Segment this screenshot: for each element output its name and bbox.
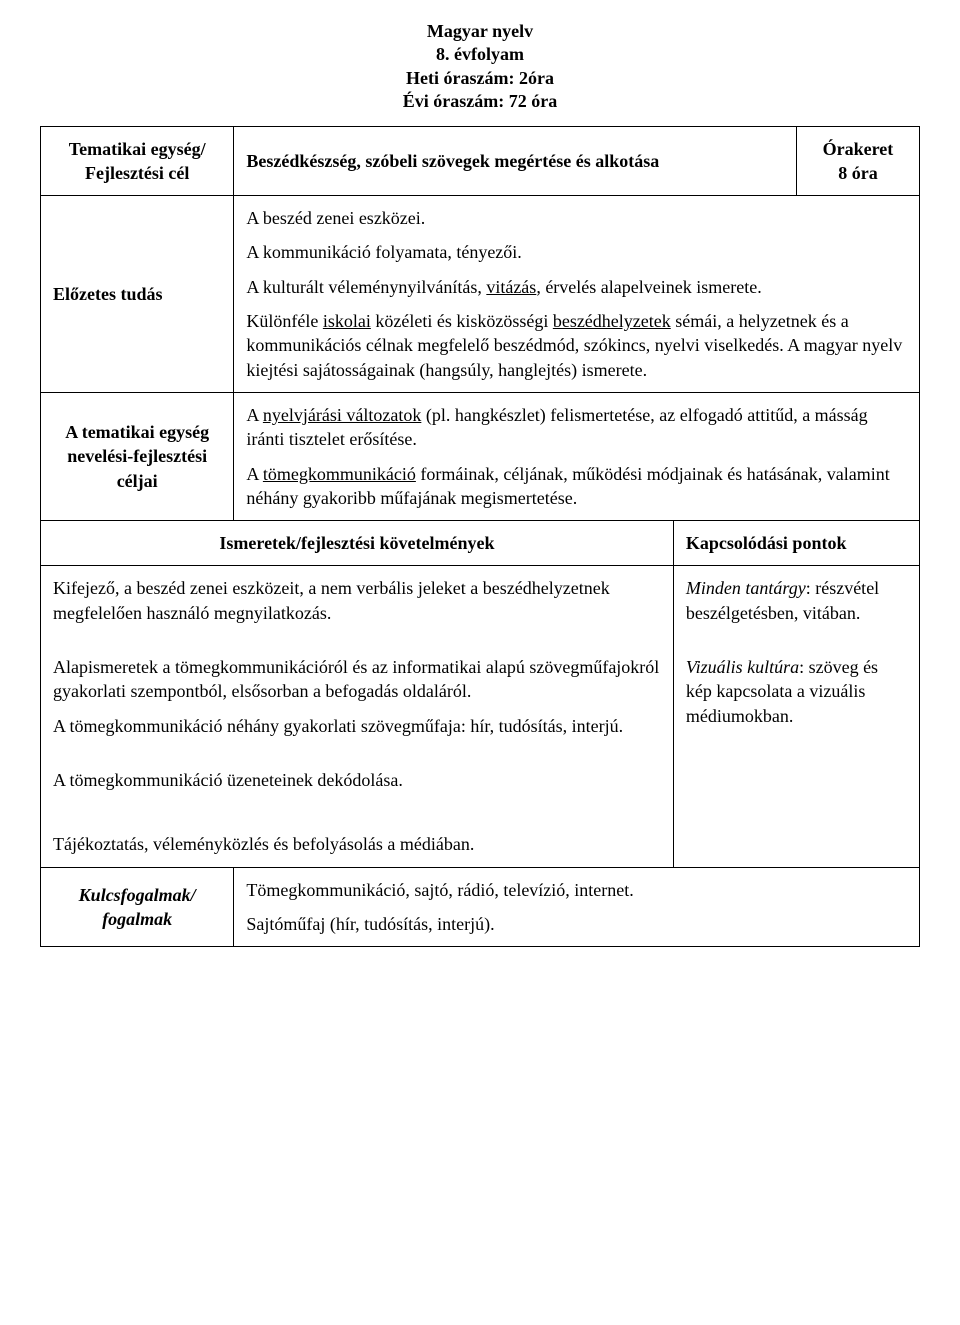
goals-p2a: A	[246, 464, 263, 484]
kapcs-p2: Vizuális kultúra: szöveg és kép kapcsola…	[686, 655, 907, 728]
thematic-unit-title: Beszédkészség, szóbeli szövegek megértés…	[234, 126, 797, 196]
keyconcepts-p1: Tömegkommunikáció, sajtó, rádió, televíz…	[246, 878, 907, 902]
prior-p3a: A kulturált véleménynyilvánítás,	[246, 277, 486, 297]
goals-label-1: A tematikai egység	[53, 420, 221, 444]
inform-text: Tájékoztatás, véleményközlés és befolyás…	[41, 822, 674, 867]
prior-p3: A kulturált véleménynyilvánítás, vitázás…	[246, 275, 907, 299]
goals-label-3: céljai	[53, 469, 221, 493]
ora-value: 8 óra	[809, 161, 907, 185]
knowledge-left: Kifejező, a beszéd zenei eszközeit, a ne…	[41, 566, 674, 748]
goals-label-2: nevelési-fejlesztési	[53, 444, 221, 468]
prior-knowledge-label: Előzetes tudás	[41, 196, 234, 393]
prior-p4: Különféle iskolai közéleti és kisközössé…	[246, 309, 907, 382]
prior-p4a: Különféle	[246, 311, 322, 331]
knowledge-p2: Alapismeretek a tömegkommunikációról és …	[53, 655, 661, 704]
keyconcepts-content: Tömegkommunikáció, sajtó, rádió, televíz…	[234, 867, 920, 947]
prior-p4u1: iskolai	[323, 311, 371, 331]
prior-p4u2: beszédhelyzetek	[553, 311, 671, 331]
goals-p2: A tömegkommunikáció formáinak, céljának,…	[246, 462, 907, 511]
goals-p2u: tömegkommunikáció	[263, 464, 416, 484]
goals-label-cell: A tematikai egység nevelési-fejlesztési …	[41, 392, 234, 520]
ora-label: Órakeret	[809, 137, 907, 161]
row-goals: A tematikai egység nevelési-fejlesztési …	[41, 392, 920, 520]
keyconcepts-label-1: Kulcsfogalmak/	[53, 883, 221, 907]
row-prior-knowledge: Előzetes tudás A beszéd zenei eszközei. …	[41, 196, 920, 393]
header-line-2: 8. évfolyam	[40, 43, 920, 66]
goals-content: A nyelvjárási változatok (pl. hangkészle…	[234, 392, 920, 520]
row-knowledge-content: Kifejező, a beszéd zenei eszközeit, a ne…	[41, 566, 920, 748]
keyconcepts-label-cell: Kulcsfogalmak/ fogalmak	[41, 867, 234, 947]
goals-p1: A nyelvjárási változatok (pl. hangkészle…	[246, 403, 907, 452]
kapcs2-label: Vizuális kultúra	[686, 657, 799, 677]
knowledge-header-left: Ismeretek/fejlesztési követelmények	[41, 521, 674, 566]
kapcs-p1: Minden tantárgy: részvétel beszélgetésbe…	[686, 576, 907, 625]
prior-p3u: vitázás	[486, 277, 536, 297]
prior-p2: A kommunikáció folyamata, tényezői.	[246, 240, 907, 264]
goals-p1a: A	[246, 405, 263, 425]
thematic-unit-label-cell: Tematikai egység/ Fejlesztési cél	[41, 126, 234, 196]
thematic-unit-label-2: Fejlesztési cél	[53, 161, 221, 185]
prior-knowledge-content: A beszéd zenei eszközei. A kommunikáció …	[234, 196, 920, 393]
curriculum-table: Tematikai egység/ Fejlesztési cél Beszéd…	[40, 126, 920, 948]
header-line-4: Évi óraszám: 72 óra	[40, 90, 920, 113]
row-knowledge-header: Ismeretek/fejlesztési követelmények Kapc…	[41, 521, 920, 566]
decode-text: A tömegkommunikáció üzeneteinek dekódolá…	[41, 748, 674, 822]
prior-p1: A beszéd zenei eszközei.	[246, 206, 907, 230]
thematic-unit-label-1: Tematikai egység/	[53, 137, 221, 161]
knowledge-header-right: Kapcsolódási pontok	[673, 521, 919, 566]
prior-p3b: , érvelés alapelveinek ismerete.	[536, 277, 761, 297]
ora-cell: Órakeret 8 óra	[796, 126, 919, 196]
keyconcepts-p2: Sajtóműfaj (hír, tudósítás, interjú).	[246, 912, 907, 936]
row-thematic-unit: Tematikai egység/ Fejlesztési cél Beszéd…	[41, 126, 920, 196]
row-keyconcepts: Kulcsfogalmak/ fogalmak Tömegkommunikáci…	[41, 867, 920, 947]
header-line-1: Magyar nyelv	[40, 20, 920, 43]
knowledge-right: Minden tantárgy: részvétel beszélgetésbe…	[673, 566, 919, 867]
prior-p4b: közéleti és kisközösségi	[371, 311, 553, 331]
goals-p1u: nyelvjárási változatok	[263, 405, 421, 425]
header-line-3: Heti óraszám: 2óra	[40, 67, 920, 90]
keyconcepts-label-2: fogalmak	[53, 907, 221, 931]
knowledge-p1: Kifejező, a beszéd zenei eszközeit, a ne…	[53, 576, 661, 625]
page-header: Magyar nyelv 8. évfolyam Heti óraszám: 2…	[40, 20, 920, 114]
knowledge-p3: A tömegkommunikáció néhány gyakorlati sz…	[53, 714, 661, 738]
kapcs1-label: Minden tantárgy	[686, 578, 806, 598]
